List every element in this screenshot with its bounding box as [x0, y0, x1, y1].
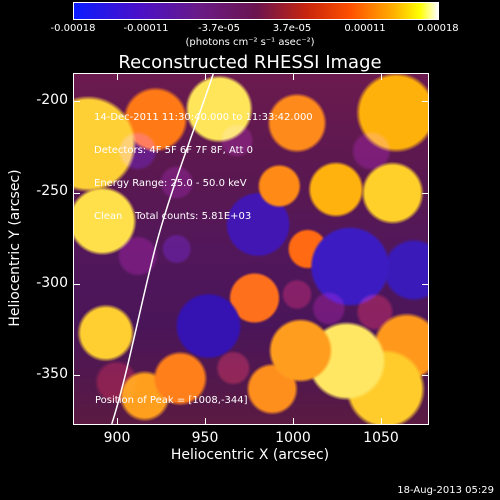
- y-tick-mark-right: [422, 375, 429, 376]
- colorbar-tick: -0.00018: [50, 23, 96, 34]
- image-panel: 14-Dec-2011 11:30:40.000 to 11:33:42.000…: [73, 73, 429, 425]
- colorbar: [73, 2, 439, 20]
- image-texture: [74, 74, 428, 424]
- x-tick-mark-top: [117, 73, 118, 80]
- plot-title: Reconstructed RHESSI Image: [118, 52, 382, 73]
- image-metadata: 14-Dec-2011 11:30:40.000 to 11:33:42.000…: [94, 90, 313, 244]
- y-tick-label: -350: [36, 366, 68, 382]
- y-tick-mark-right: [422, 193, 429, 194]
- colorbar-ticks: -0.00018 -0.00011 -3.7e-05 3.7e-05 0.000…: [0, 24, 500, 52]
- info-line-3: Energy Range: 25.0 - 50.0 keV: [94, 178, 247, 189]
- x-tick-label: 950: [191, 430, 219, 446]
- colorbar-units: (photons cm⁻² s⁻¹ asec⁻²): [185, 37, 315, 48]
- colorbar-tick: 0.00018: [417, 23, 459, 34]
- colorbar-tick: -3.7e-05: [198, 23, 240, 34]
- y-tick-mark: [73, 284, 80, 285]
- y-tick-label: -200: [36, 92, 68, 108]
- y-tick-mark: [73, 101, 80, 102]
- x-tick-mark: [293, 418, 294, 425]
- x-tick-mark: [117, 418, 118, 425]
- colorbar-tick: -0.00011: [123, 23, 169, 34]
- solar-limb-curve: [111, 74, 214, 424]
- peak-position: Position of Peak = [1008,-344]: [95, 395, 248, 406]
- footer-date: 18-Aug-2013 05:29: [397, 485, 494, 496]
- x-axis-label: Heliocentric X (arcsec): [170, 447, 330, 463]
- x-tick-label: 900: [103, 430, 131, 446]
- y-axis-label: Heliocentric Y (arcsec): [7, 169, 23, 327]
- info-line-2: Detectors: 4F 5F 6F 7F 8F, Att 0: [94, 145, 254, 156]
- y-tick-mark: [73, 375, 80, 376]
- y-tick-label: -250: [36, 183, 68, 199]
- y-tick-mark-right: [422, 101, 429, 102]
- colorbar-tick: 0.00011: [344, 23, 386, 34]
- y-tick-mark-right: [422, 284, 429, 285]
- y-tick-label: -300: [36, 275, 68, 291]
- x-tick-label: 1050: [363, 430, 399, 446]
- colorbar-tick: 3.7e-05: [272, 23, 312, 34]
- y-tick-mark: [73, 193, 80, 194]
- x-tick-mark-top: [293, 73, 294, 80]
- x-tick-mark-top: [205, 73, 206, 80]
- x-tick-mark: [205, 418, 206, 425]
- x-tick-mark: [381, 418, 382, 425]
- info-line-4: Clean Total counts: 5.81E+03: [94, 211, 252, 222]
- x-tick-label: 1000: [275, 430, 311, 446]
- x-tick-mark-top: [381, 73, 382, 80]
- info-line-1: 14-Dec-2011 11:30:40.000 to 11:33:42.000: [94, 112, 313, 123]
